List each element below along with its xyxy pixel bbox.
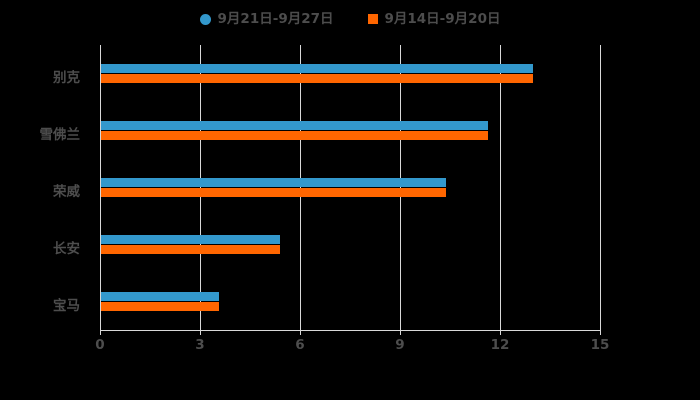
bar[interactable] <box>101 178 446 187</box>
gridline <box>500 45 501 330</box>
x-axis-line <box>100 330 601 331</box>
y-axis-tick-label: 荣威 <box>53 183 80 200</box>
legend-label-previous-week: 9月14日-9月20日 <box>384 11 501 27</box>
gridline <box>200 45 201 330</box>
x-axis-tick-mark <box>500 330 501 335</box>
bar[interactable] <box>101 245 280 254</box>
y-axis-tick-label: 长安 <box>53 240 80 257</box>
gridline <box>400 45 401 330</box>
bar[interactable] <box>101 188 446 197</box>
gridline <box>600 45 601 330</box>
bar[interactable] <box>101 292 220 301</box>
bar[interactable] <box>101 131 489 140</box>
gridline <box>300 45 301 330</box>
legend-circle-icon <box>199 13 211 25</box>
legend-item-previous-week[interactable]: 9月14日-9月20日 <box>367 11 501 27</box>
y-axis-tick-labels: 别克雪佛兰荣威长安宝马 <box>0 45 92 330</box>
y-axis-tick-label: 雪佛兰 <box>39 126 81 143</box>
bar[interactable] <box>101 121 489 130</box>
legend-square-icon <box>367 14 378 24</box>
x-axis-tick-label: 9 <box>395 337 405 353</box>
x-axis-tick-label: 6 <box>295 337 305 353</box>
x-axis-tick-label: 3 <box>195 337 205 353</box>
legend-item-current-week[interactable]: 9月21日-9月27日 <box>199 11 334 27</box>
x-axis-tick-mark <box>300 330 301 335</box>
bar[interactable] <box>101 235 280 244</box>
bar[interactable] <box>101 74 533 83</box>
x-axis-tick-label: 0 <box>95 337 105 353</box>
x-axis-tick-mark <box>400 330 401 335</box>
plot-area <box>100 45 601 330</box>
x-axis-tick-mark <box>100 330 101 335</box>
bar[interactable] <box>101 64 533 73</box>
bar[interactable] <box>101 302 220 311</box>
chart-legend: 9月21日-9月27日 9月14日-9月20日 <box>0 8 700 30</box>
x-axis-tick-label: 12 <box>490 337 510 353</box>
x-axis-tick-labels: 0 3 6 9 12 15 <box>0 337 700 357</box>
x-axis-tick-label: 15 <box>590 337 610 353</box>
x-axis-tick-mark <box>600 330 601 335</box>
legend-label-current-week: 9月21日-9月27日 <box>217 11 334 27</box>
y-axis-tick-label: 宝马 <box>53 297 80 314</box>
x-axis-tick-mark <box>200 330 201 335</box>
y-axis-tick-label: 别克 <box>53 69 80 86</box>
gridline <box>100 45 101 330</box>
